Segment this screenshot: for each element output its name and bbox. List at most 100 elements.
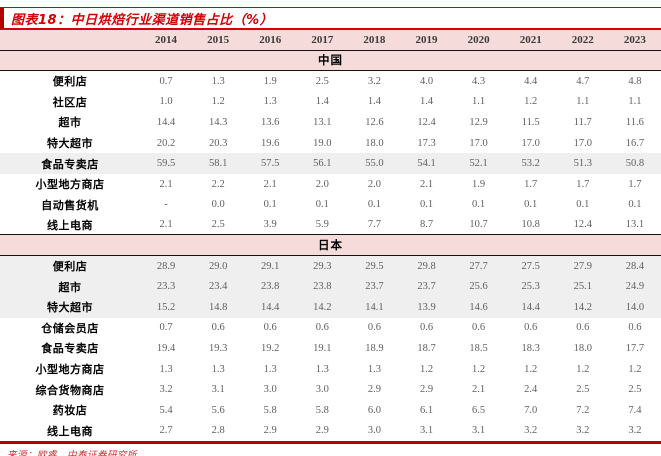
table-cell: 7.4 (628, 404, 642, 416)
row-label: 便利店 (52, 260, 88, 274)
table-cell: 20.2 (156, 137, 176, 149)
table-cell: 14.1 (365, 301, 384, 313)
table-cell: 0.1 (524, 199, 538, 211)
table-row: 小型地方商店 1.3 1.3 1.3 1.3 1.3 1.2 1.2 1.2 1.2 1.2 (0, 359, 661, 380)
table-cell: 0.1 (263, 199, 277, 211)
table-cell: 1.0 (159, 96, 173, 108)
table-cell: 18.0 (573, 342, 592, 354)
table-cell: 0.6 (576, 322, 590, 334)
table-row: 综合货物商店 3.2 3.1 3.0 3.0 2.9 2.9 2.1 2.4 2.5 2.5 (0, 379, 661, 400)
table-cell: 27.9 (573, 260, 592, 272)
table-cell: 14.4 (261, 301, 280, 313)
row-label: 超市 (58, 116, 82, 130)
table-cell: 2.9 (263, 425, 277, 437)
table-cell: 29.3 (313, 260, 332, 272)
row-label: 综合货物商店 (35, 383, 105, 397)
table-cell: 28.9 (156, 260, 176, 272)
table-cell: 14.8 (208, 301, 228, 313)
table-cell: 1.9 (472, 178, 486, 190)
table-cell: 19.4 (156, 342, 176, 354)
table-header-row: 2014 2015 2016 2017 2018 2019 2020 2021 2022 2023 (0, 30, 661, 51)
table-cell: 1.2 (419, 363, 434, 375)
table-cell: 2.5 (211, 219, 225, 231)
table-cell: 2.9 (315, 425, 329, 437)
table-cell: 0.6 (628, 322, 642, 334)
table-cell: 1.3 (211, 363, 225, 375)
section-header-label: 中国 (318, 53, 343, 68)
table-cell: 0.6 (472, 322, 486, 334)
row-label: 小型地方商店 (35, 363, 105, 377)
table-cell: 25.6 (469, 281, 488, 293)
table-cell: 1.2 (628, 363, 642, 375)
table-row: 特大超市 20.2 20.3 19.6 19.0 18.0 17.3 17.0 17.0 17.0… (0, 133, 661, 154)
table-cell: 12.9 (469, 116, 488, 128)
table-row: 超市 14.4 14.3 13.6 13.1 12.6 12.4 12.9 11.5 11.7 11… (0, 112, 661, 133)
table-cell: 3.2 (524, 425, 538, 437)
table-cell: 18.0 (365, 137, 384, 149)
table-cell: 2.1 (159, 178, 173, 190)
table-row: 自动售货机 - 0.0 0.1 0.1 0.1 0.1 0.1 0.1 0.1 0.1 (0, 194, 661, 215)
table-cell: 50.8 (625, 158, 645, 170)
table-cell: 51.3 (573, 158, 592, 170)
table-cell: 54.1 (417, 158, 436, 170)
table-cell: 27.5 (521, 260, 540, 272)
table-cell: 0.7 (159, 75, 173, 87)
table-cell: 3.1 (419, 425, 434, 437)
table-cell: 1.2 (524, 96, 538, 108)
table-cell: 3.0 (315, 384, 329, 396)
table-cell: 1.4 (315, 96, 329, 108)
table-cell: 2.1 (419, 178, 434, 190)
table-cell: 17.0 (521, 137, 540, 149)
table-cell: 10.7 (469, 219, 488, 231)
table-cell: 20.3 (208, 137, 228, 149)
table-cell: 1.1 (472, 96, 486, 108)
row-label: 线上电商 (47, 218, 93, 232)
year-header-cell: 2015 (207, 33, 230, 46)
table-row: 食品专卖店 19.4 19.3 19.2 19.1 18.9 18.7 18.5 18.3 18.… (0, 338, 661, 359)
table-cell: - (164, 199, 168, 211)
row-label: 便利店 (52, 75, 88, 89)
table-cell: 0.6 (524, 322, 538, 334)
table-cell: 19.1 (313, 342, 332, 354)
table-cell: 29.5 (365, 260, 384, 272)
table-cell: 16.7 (625, 137, 645, 149)
table-cell: 52.1 (469, 158, 488, 170)
table-cell: 1.2 (211, 96, 225, 108)
table-cell: 1.3 (211, 75, 225, 87)
table-cell: 24.9 (625, 281, 645, 293)
table-cell: 3.2 (576, 425, 590, 437)
table-row: 线上电商 2.1 2.5 3.9 5.9 7.7 8.7 10.7 10.8 12.4 13.1 (0, 215, 661, 236)
table-cell: 55.0 (365, 158, 384, 170)
table-cell: 11.6 (625, 116, 644, 128)
table-cell: 1.2 (576, 363, 590, 375)
year-header-cell: 2019 (415, 33, 438, 46)
table-cell: 2.5 (315, 75, 329, 87)
row-label: 特大超市 (47, 137, 93, 150)
table-cell: 14.0 (625, 301, 645, 313)
table-cell: 2.9 (367, 384, 381, 396)
table-cell: 18.9 (365, 342, 384, 354)
row-label: 小型地方商店 (35, 178, 105, 192)
table-cell: 0.1 (628, 199, 642, 211)
table-cell: 19.0 (313, 137, 332, 149)
table: 2014 2015 2016 2017 2018 2019 2020 2021 2022 2023… (0, 30, 661, 441)
table-cell: 2.9 (419, 384, 434, 396)
table-row: 社区店 1.0 1.2 1.3 1.4 1.4 1.4 1.1 1.2 1.1 1.1 (0, 92, 661, 113)
table-cell: 4.8 (628, 75, 642, 87)
table-cell: 18.5 (469, 342, 488, 354)
table-cell: 0.1 (367, 199, 381, 211)
table-cell: 19.2 (261, 342, 280, 354)
table-cell: 1.3 (263, 363, 277, 375)
table-cell: 1.4 (367, 96, 381, 108)
year-header-cell: 2018 (363, 33, 386, 46)
table-cell: 11.7 (573, 116, 592, 128)
table-cell: 29.0 (208, 260, 228, 272)
table-cell: 14.4 (521, 301, 540, 313)
table-cell: 1.3 (159, 363, 173, 375)
table-cell: 3.1 (211, 384, 225, 396)
table-cell: 2.2 (211, 178, 225, 190)
section-header-label: 日本 (318, 238, 343, 253)
year-header-cell: 2017 (311, 33, 334, 46)
table-cell: 23.7 (365, 281, 384, 293)
